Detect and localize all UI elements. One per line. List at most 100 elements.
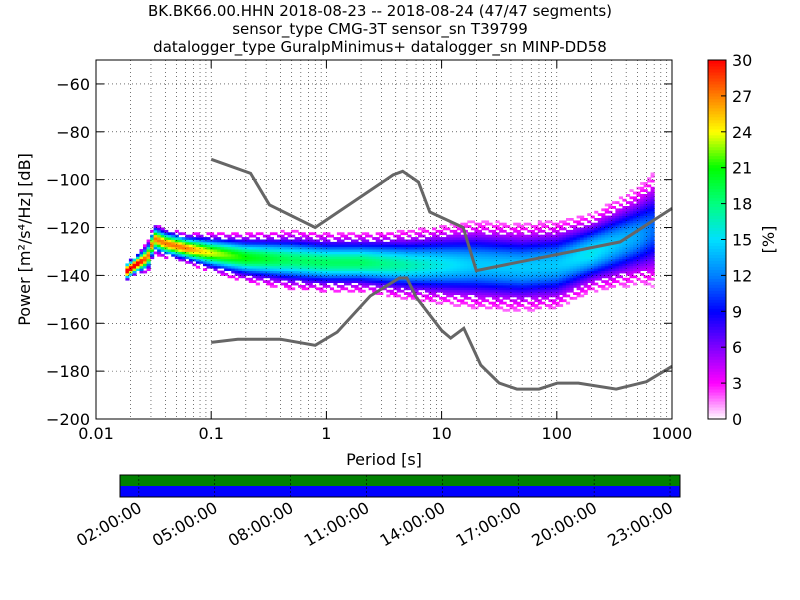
psd-heat-cell <box>312 277 317 281</box>
psd-heat-cell <box>227 263 232 267</box>
psd-heat-cell <box>513 306 518 310</box>
psd-heat-cell <box>626 210 631 214</box>
psd-heat-cell <box>432 246 437 250</box>
psd-heat-cell <box>597 285 602 288</box>
psd-heat-cell <box>217 258 222 262</box>
psd-heat-cell <box>640 203 645 207</box>
psd-heat-cell <box>291 249 296 252</box>
psd-heat-cell <box>425 277 430 281</box>
psd-heat-cell <box>587 234 592 238</box>
psd-heat-cell <box>298 249 303 252</box>
psd-heat-cell <box>259 263 264 267</box>
psd-heat-cell <box>439 301 444 305</box>
psd-heat-cell <box>164 234 169 238</box>
psd-heat-cell <box>322 241 327 245</box>
psd-heat-cell <box>453 229 458 233</box>
psd-heat-cell <box>544 277 549 281</box>
psd-heat-cell <box>502 287 507 291</box>
psd-heat-cell <box>269 232 274 236</box>
psd-heat-cell <box>213 241 218 245</box>
psd-heat-cell <box>477 304 482 307</box>
colorbar-segment <box>708 356 726 360</box>
psd-heat-cell <box>421 244 426 248</box>
psd-heat-cell <box>379 244 384 248</box>
psd-heat-cell <box>615 256 620 260</box>
psd-heat-cell <box>361 251 366 255</box>
psd-heat-cell <box>467 296 472 300</box>
psd-heat-cell <box>460 270 465 274</box>
psd-heat-cell <box>259 251 264 255</box>
noise-model-nhnm <box>210 157 673 273</box>
psd-heat-cell <box>287 263 292 267</box>
psd-heat-cell <box>456 299 461 303</box>
psd-heat-cell <box>530 273 535 276</box>
psd-heat-cell <box>647 282 652 286</box>
psd-heat-cell <box>301 241 306 245</box>
psd-heat-cell <box>594 268 599 271</box>
psd-heat-cell <box>266 253 271 257</box>
psd-heat-cell <box>566 294 571 298</box>
psd-heat-cell <box>626 253 631 257</box>
psd-heat-cell <box>534 225 539 228</box>
psd-heat-cell <box>125 268 130 271</box>
psd-heat-cell <box>541 289 546 293</box>
psd-heat-cell <box>414 251 419 255</box>
psd-heat-cell <box>375 256 380 260</box>
psd-heat-cell <box>421 268 426 271</box>
psd-heat-cell <box>520 304 525 307</box>
psd-heat-cell <box>499 251 504 255</box>
psd-heat-cell <box>442 292 447 295</box>
psd-heat-cell <box>562 258 567 262</box>
psd-heat-cell <box>410 239 415 243</box>
psd-heat-cell <box>566 229 571 233</box>
psd-heat-cell <box>435 263 440 267</box>
psd-heat-cell <box>375 282 380 286</box>
colorbar-segment <box>708 116 726 121</box>
psd-heat-cell <box>499 292 504 295</box>
psd-heat-cell <box>463 294 468 298</box>
psd-heat-cell <box>633 244 638 248</box>
psd-heat-cell <box>590 270 595 274</box>
psd-heat-cell <box>269 273 274 276</box>
psd-heat-cell <box>647 229 652 233</box>
psd-heat-cell <box>541 237 546 240</box>
psd-heat-cell <box>477 234 482 238</box>
psd-heat-cell <box>351 273 356 276</box>
psd-heat-cell <box>509 270 514 274</box>
psd-heat-cell <box>573 268 578 271</box>
psd-heat-cell <box>344 237 349 240</box>
psd-heat-cell <box>273 249 278 252</box>
psd-heat-cell <box>199 258 204 262</box>
colorbar-segment <box>708 200 726 205</box>
psd-heat-cell <box>499 227 504 231</box>
psd-heat-cell <box>647 196 652 200</box>
psd-heat-cell <box>576 244 581 248</box>
psd-heat-cell <box>185 256 190 260</box>
psd-heat-cell <box>153 225 158 228</box>
psd-heat-cell <box>485 244 490 248</box>
psd-heat-cell <box>520 244 525 248</box>
psd-heat-cell <box>523 280 528 283</box>
psd-heat-cell <box>562 241 567 245</box>
psd-heat-cell <box>449 292 454 295</box>
psd-heat-cell <box>520 280 525 283</box>
psd-heat-cell <box>622 222 627 226</box>
psd-heat-cell <box>534 227 539 231</box>
psd-heat-cell <box>280 268 285 271</box>
psd-heat-cell <box>640 196 645 200</box>
psd-heat-cell <box>266 282 271 286</box>
psd-heat-cell <box>594 265 599 269</box>
psd-heat-cell <box>460 258 465 262</box>
psd-heat-cell <box>573 227 578 231</box>
colorbar-segment <box>708 167 726 172</box>
psd-heat-cell <box>301 285 306 288</box>
coverage-tick-label: 23:00:00 <box>604 498 676 550</box>
psd-heat-cell <box>418 258 423 262</box>
psd-heat-cell <box>597 237 602 240</box>
psd-heat-cell <box>435 280 440 283</box>
psd-heat-cell <box>562 263 567 267</box>
psd-heat-cell <box>587 249 592 252</box>
psd-heat-cell <box>485 239 490 243</box>
psd-heat-cell <box>224 263 229 267</box>
psd-heat-cell <box>477 222 482 226</box>
